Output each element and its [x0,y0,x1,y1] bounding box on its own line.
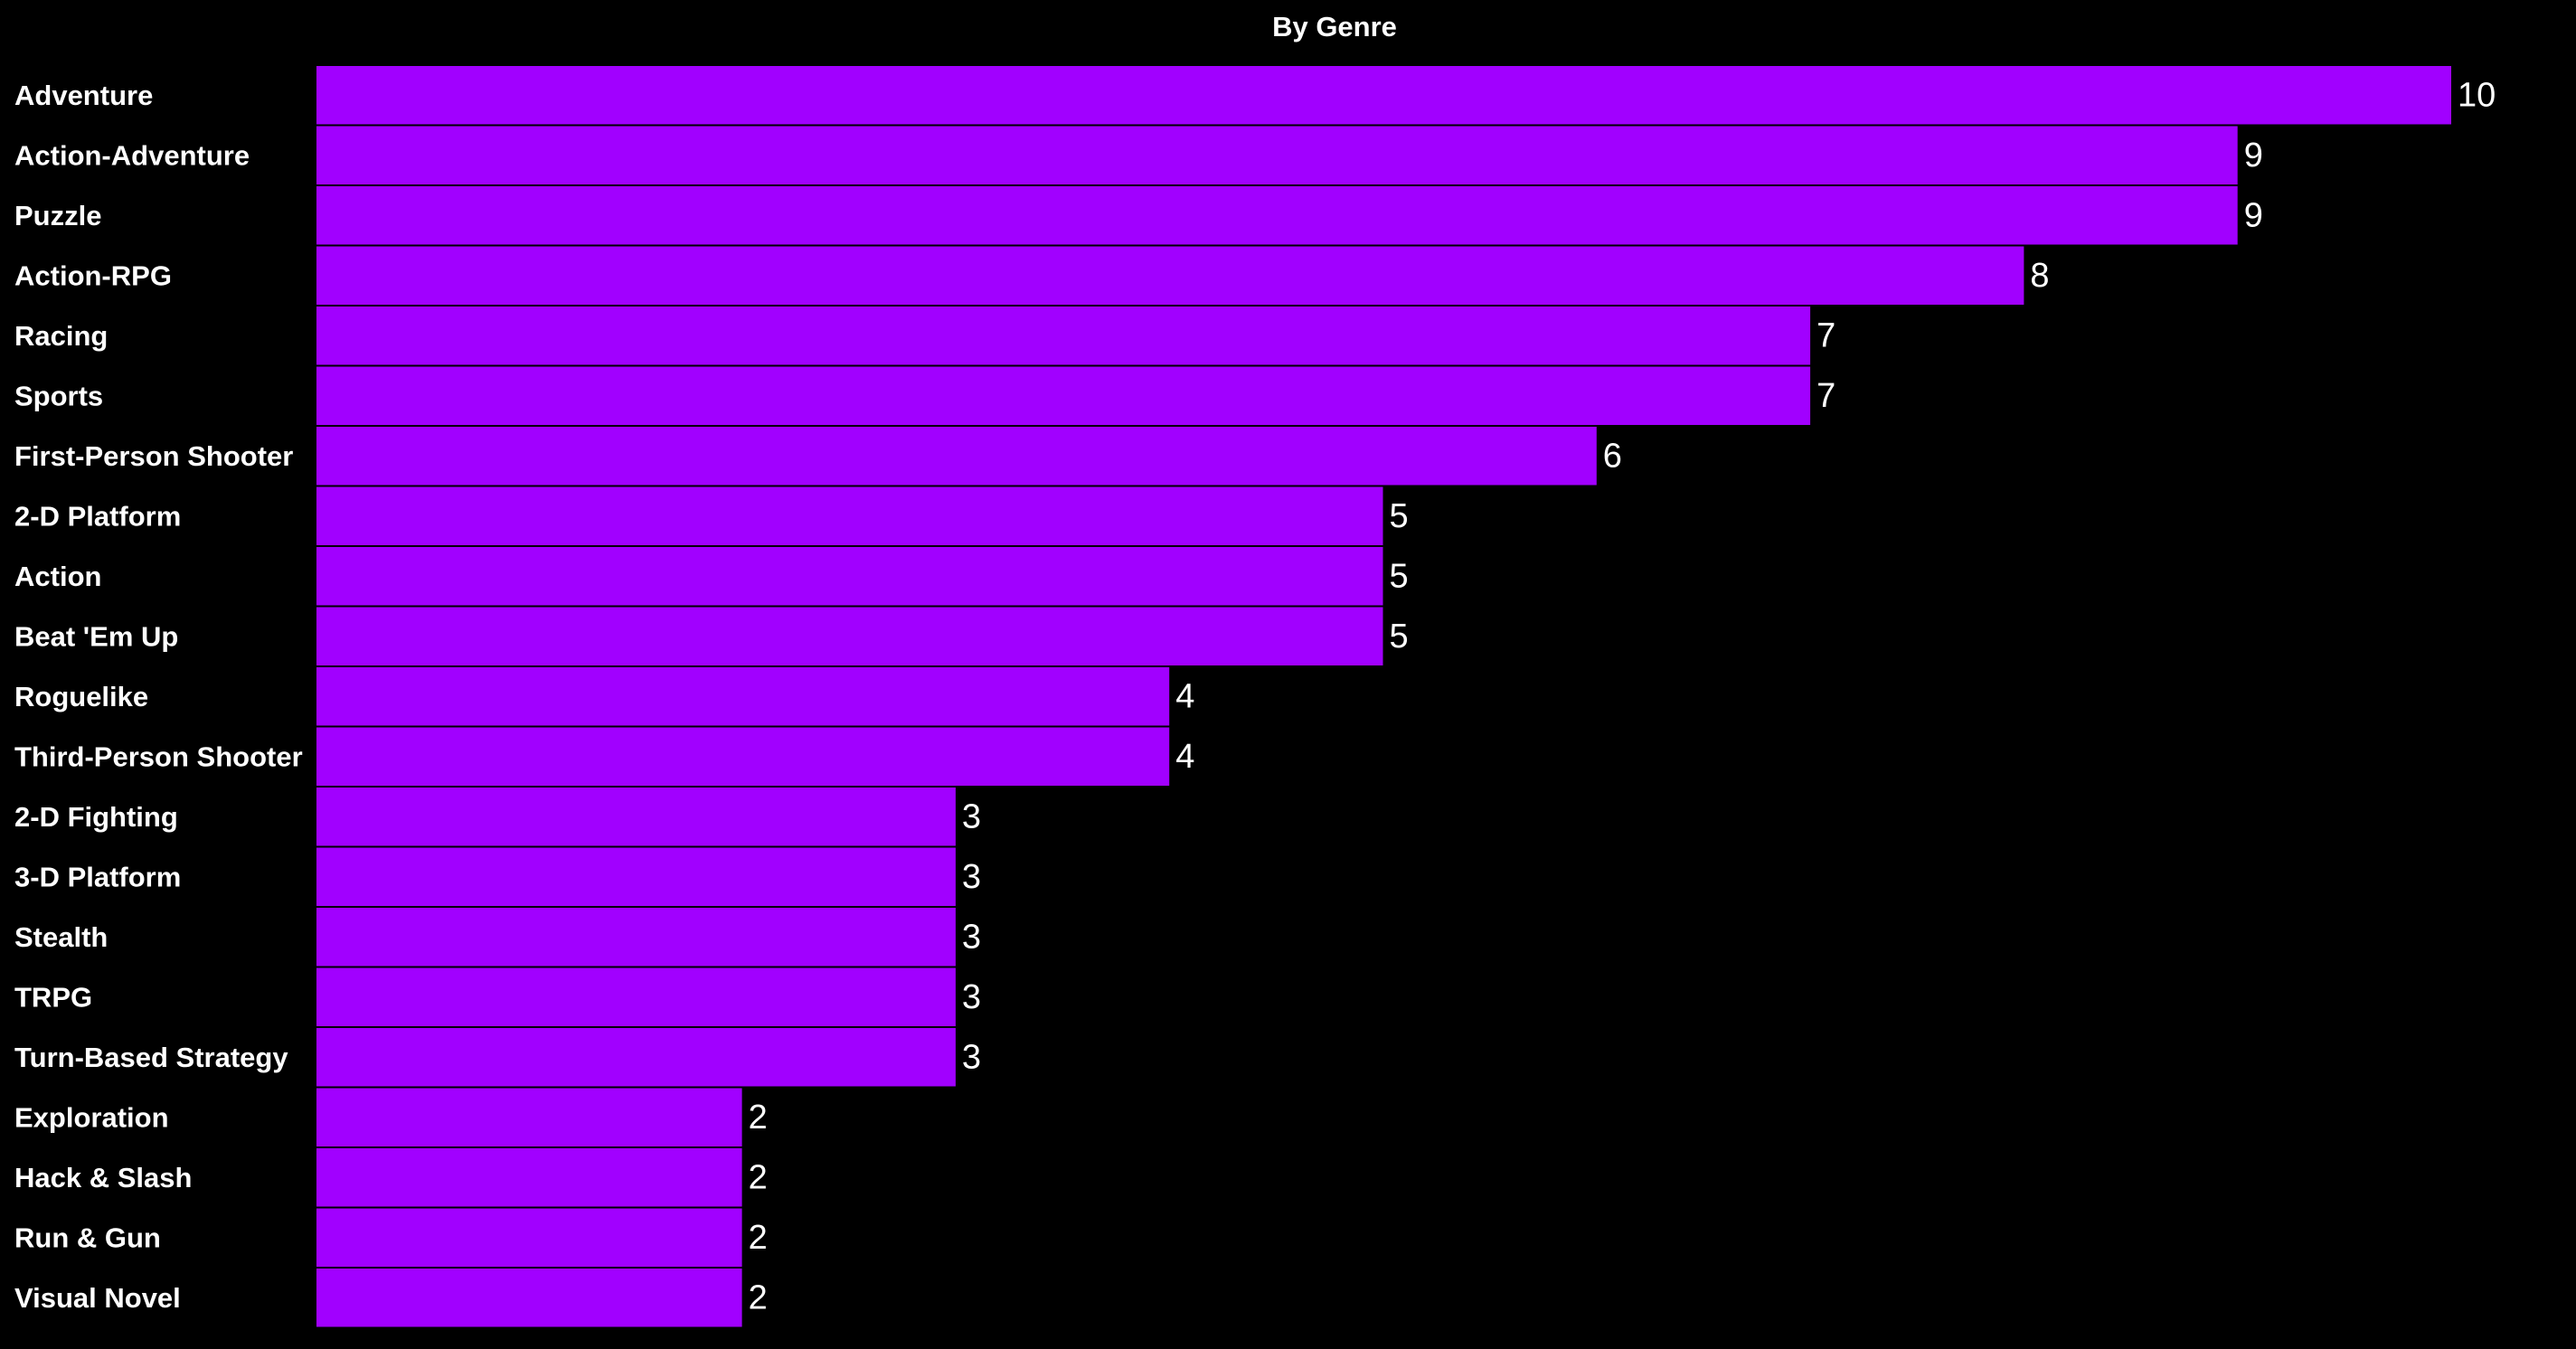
value-label-3: 8 [2030,257,2049,295]
chart-title: By Genre [1272,11,1397,42]
bar-3 [315,244,2026,307]
bar-4 [315,305,1813,367]
bar-12 [315,786,958,848]
value-label-7: 5 [1390,497,1409,535]
value-label-12: 3 [962,797,981,835]
bar-7 [315,485,1385,547]
value-label-6: 6 [1603,437,1622,475]
category-label-18: Hack & Slash [14,1162,192,1193]
value-label-9: 5 [1390,618,1409,656]
category-label-17: Exploration [14,1101,169,1133]
category-label-1: Action-Adventure [14,139,250,171]
value-labels: 10 9 9 8 7 7 6 5 5 5 4 4 3 3 3 3 3 2 2 2 2 [749,76,2496,1316]
bar-1 [315,124,2240,186]
bar-16 [315,1026,958,1089]
category-label-20: Visual Novel [14,1282,181,1314]
category-label-14: Stealth [14,921,108,953]
value-label-16: 3 [962,1038,981,1076]
value-label-13: 3 [962,858,981,896]
bar-15 [315,966,958,1028]
bar-5 [315,364,1813,427]
category-label-10: Roguelike [14,681,148,712]
category-label-9: Beat 'Em Up [14,620,178,652]
bar-6 [315,425,1599,487]
bar-10 [315,665,1172,728]
bar-13 [315,845,958,908]
bar-9 [315,605,1385,667]
category-label-13: 3-D Platform [14,861,181,892]
value-label-15: 3 [962,978,981,1016]
value-label-4: 7 [1816,316,1835,354]
value-label-1: 9 [2244,137,2263,175]
category-label-4: Racing [14,320,108,352]
bar-18 [315,1146,744,1209]
category-label-3: Action-RPG [14,259,172,291]
value-label-17: 2 [749,1099,768,1137]
bar-0 [315,64,2453,127]
bar-19 [315,1206,744,1269]
value-label-10: 4 [1175,677,1194,715]
category-label-0: Adventure [14,80,153,111]
category-label-15: TRPG [14,981,92,1013]
value-label-11: 4 [1175,738,1194,776]
category-label-8: Action [14,561,101,592]
category-label-2: Puzzle [14,200,101,231]
value-label-5: 7 [1816,377,1835,415]
category-label-16: Turn-Based Strategy [14,1042,288,1073]
value-label-0: 10 [2458,76,2496,114]
value-label-2: 9 [2244,196,2263,234]
value-label-19: 2 [749,1219,768,1257]
value-label-18: 2 [749,1158,768,1196]
value-label-14: 3 [962,918,981,956]
bar-2 [315,184,2240,247]
bar-20 [315,1267,744,1329]
category-label-6: First-Person Shooter [14,440,293,472]
value-label-20: 2 [749,1278,768,1316]
bars-group [315,64,2453,1329]
value-label-8: 5 [1390,557,1409,595]
category-label-12: 2-D Fighting [14,801,178,833]
bar-14 [315,906,958,968]
category-label-7: 2-D Platform [14,500,181,532]
category-label-11: Third-Person Shooter [14,741,303,772]
bar-8 [315,545,1385,608]
bar-11 [315,725,1172,788]
category-label-5: Sports [14,380,103,411]
category-labels: Adventure Action-Adventure Puzzle Action-RP… [14,80,303,1314]
bar-17 [315,1086,744,1148]
category-label-19: Run & Gun [14,1222,161,1253]
